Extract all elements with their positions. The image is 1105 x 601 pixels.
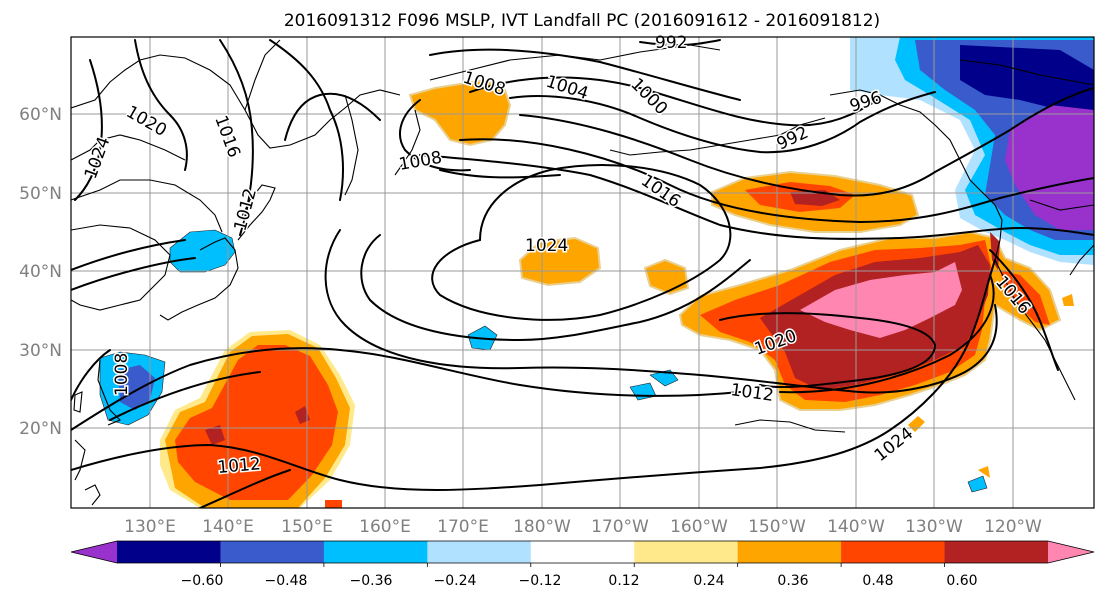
colorbar-tick-label: 0.60 xyxy=(946,573,977,589)
longitude-labels: 130°E 140°E 150°E 160°E 170°E 180°W 170°… xyxy=(124,517,1042,537)
positive-ivt-field-okhotsk xyxy=(408,78,512,147)
colorbar-segment xyxy=(841,541,946,563)
positive-ivt-field-north-pacific xyxy=(711,170,920,233)
colorbar-tick-label: 0.24 xyxy=(693,573,724,589)
colorbar-tick-label: −0.36 xyxy=(350,573,393,589)
colorbar-segment xyxy=(530,541,635,563)
colorbar-tick-labels: −0.60 −0.48 −0.36 −0.24 −0.12 0.12 0.24 … xyxy=(181,573,978,589)
positive-ivt-blob-4 xyxy=(1062,294,1074,306)
lon-label: 120°W xyxy=(984,517,1042,537)
lat-label: 40°N xyxy=(19,262,62,282)
colorbar xyxy=(70,540,1095,567)
latitude-labels: 20°N 30°N 40°N 50°N 60°N xyxy=(19,105,62,439)
lat-label: 20°N xyxy=(19,419,62,439)
colorbar-tick-label: −0.60 xyxy=(181,573,224,589)
colorbar-extend-min xyxy=(71,541,117,563)
mslp-contours xyxy=(71,39,1094,508)
graticule xyxy=(71,37,1094,508)
map-title: 2016091312 F096 MSLP, IVT Landfall PC (2… xyxy=(284,11,880,31)
colorbar-segment xyxy=(427,541,532,563)
positive-ivt-blob-5 xyxy=(978,466,990,478)
lat-label: 60°N xyxy=(19,105,62,125)
negative-ivt-blob-4 xyxy=(967,475,988,493)
positive-ivt-field-west-pacific xyxy=(160,330,355,508)
contour-label: 992 xyxy=(655,33,687,53)
lon-label: 170°W xyxy=(591,517,649,537)
colorbar-segment xyxy=(220,541,325,563)
colorbar-outline xyxy=(70,540,1095,564)
lon-label: 160°W xyxy=(670,517,728,537)
lon-label: 170°E xyxy=(437,517,489,537)
lon-label: 150°W xyxy=(748,517,806,537)
lon-label: 150°E xyxy=(281,517,333,537)
colorbar-tick-label: −0.24 xyxy=(434,573,477,589)
positive-ivt-blob-central-2 xyxy=(643,258,690,296)
lon-label: 130°E xyxy=(124,517,176,537)
colorbar-tick-label: 0.36 xyxy=(777,573,808,589)
lon-label: 160°E xyxy=(359,517,411,537)
lon-label: 180°W xyxy=(513,517,571,537)
lat-label: 30°N xyxy=(19,341,62,361)
negative-ivt-field-south xyxy=(99,351,166,426)
colorbar-segment xyxy=(634,541,739,563)
lon-label: 140°E xyxy=(202,517,254,537)
positive-ivt-blob-central-1 xyxy=(518,236,602,287)
colorbar-tick-label: 0.48 xyxy=(862,573,893,589)
contour-label: 1024 xyxy=(525,236,568,256)
map-panel xyxy=(71,37,1094,508)
colorbar-segment xyxy=(117,541,221,563)
negative-ivt-field-northeast xyxy=(850,37,1094,265)
lon-label: 140°W xyxy=(827,517,885,537)
colorbar-segment xyxy=(323,541,428,563)
colorbar-tick-label: 0.12 xyxy=(608,573,639,589)
colorbar-extend-max xyxy=(1048,541,1094,563)
contour-label: 1012 xyxy=(217,454,262,478)
colorbar-segment xyxy=(737,541,842,563)
lon-label: 130°W xyxy=(905,517,963,537)
lat-label: 50°N xyxy=(19,184,62,204)
map-frame xyxy=(70,36,1095,509)
colorbar-tick-label: −0.48 xyxy=(265,573,308,589)
contour-label: 1008 xyxy=(112,353,132,396)
colorbar-tick-label: −0.12 xyxy=(519,573,562,589)
colorbar-segment xyxy=(944,541,1049,563)
